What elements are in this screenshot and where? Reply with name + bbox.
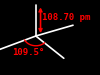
Text: 109.5°: 109.5° — [12, 48, 44, 57]
Text: 108.70 pm: 108.70 pm — [42, 13, 91, 22]
